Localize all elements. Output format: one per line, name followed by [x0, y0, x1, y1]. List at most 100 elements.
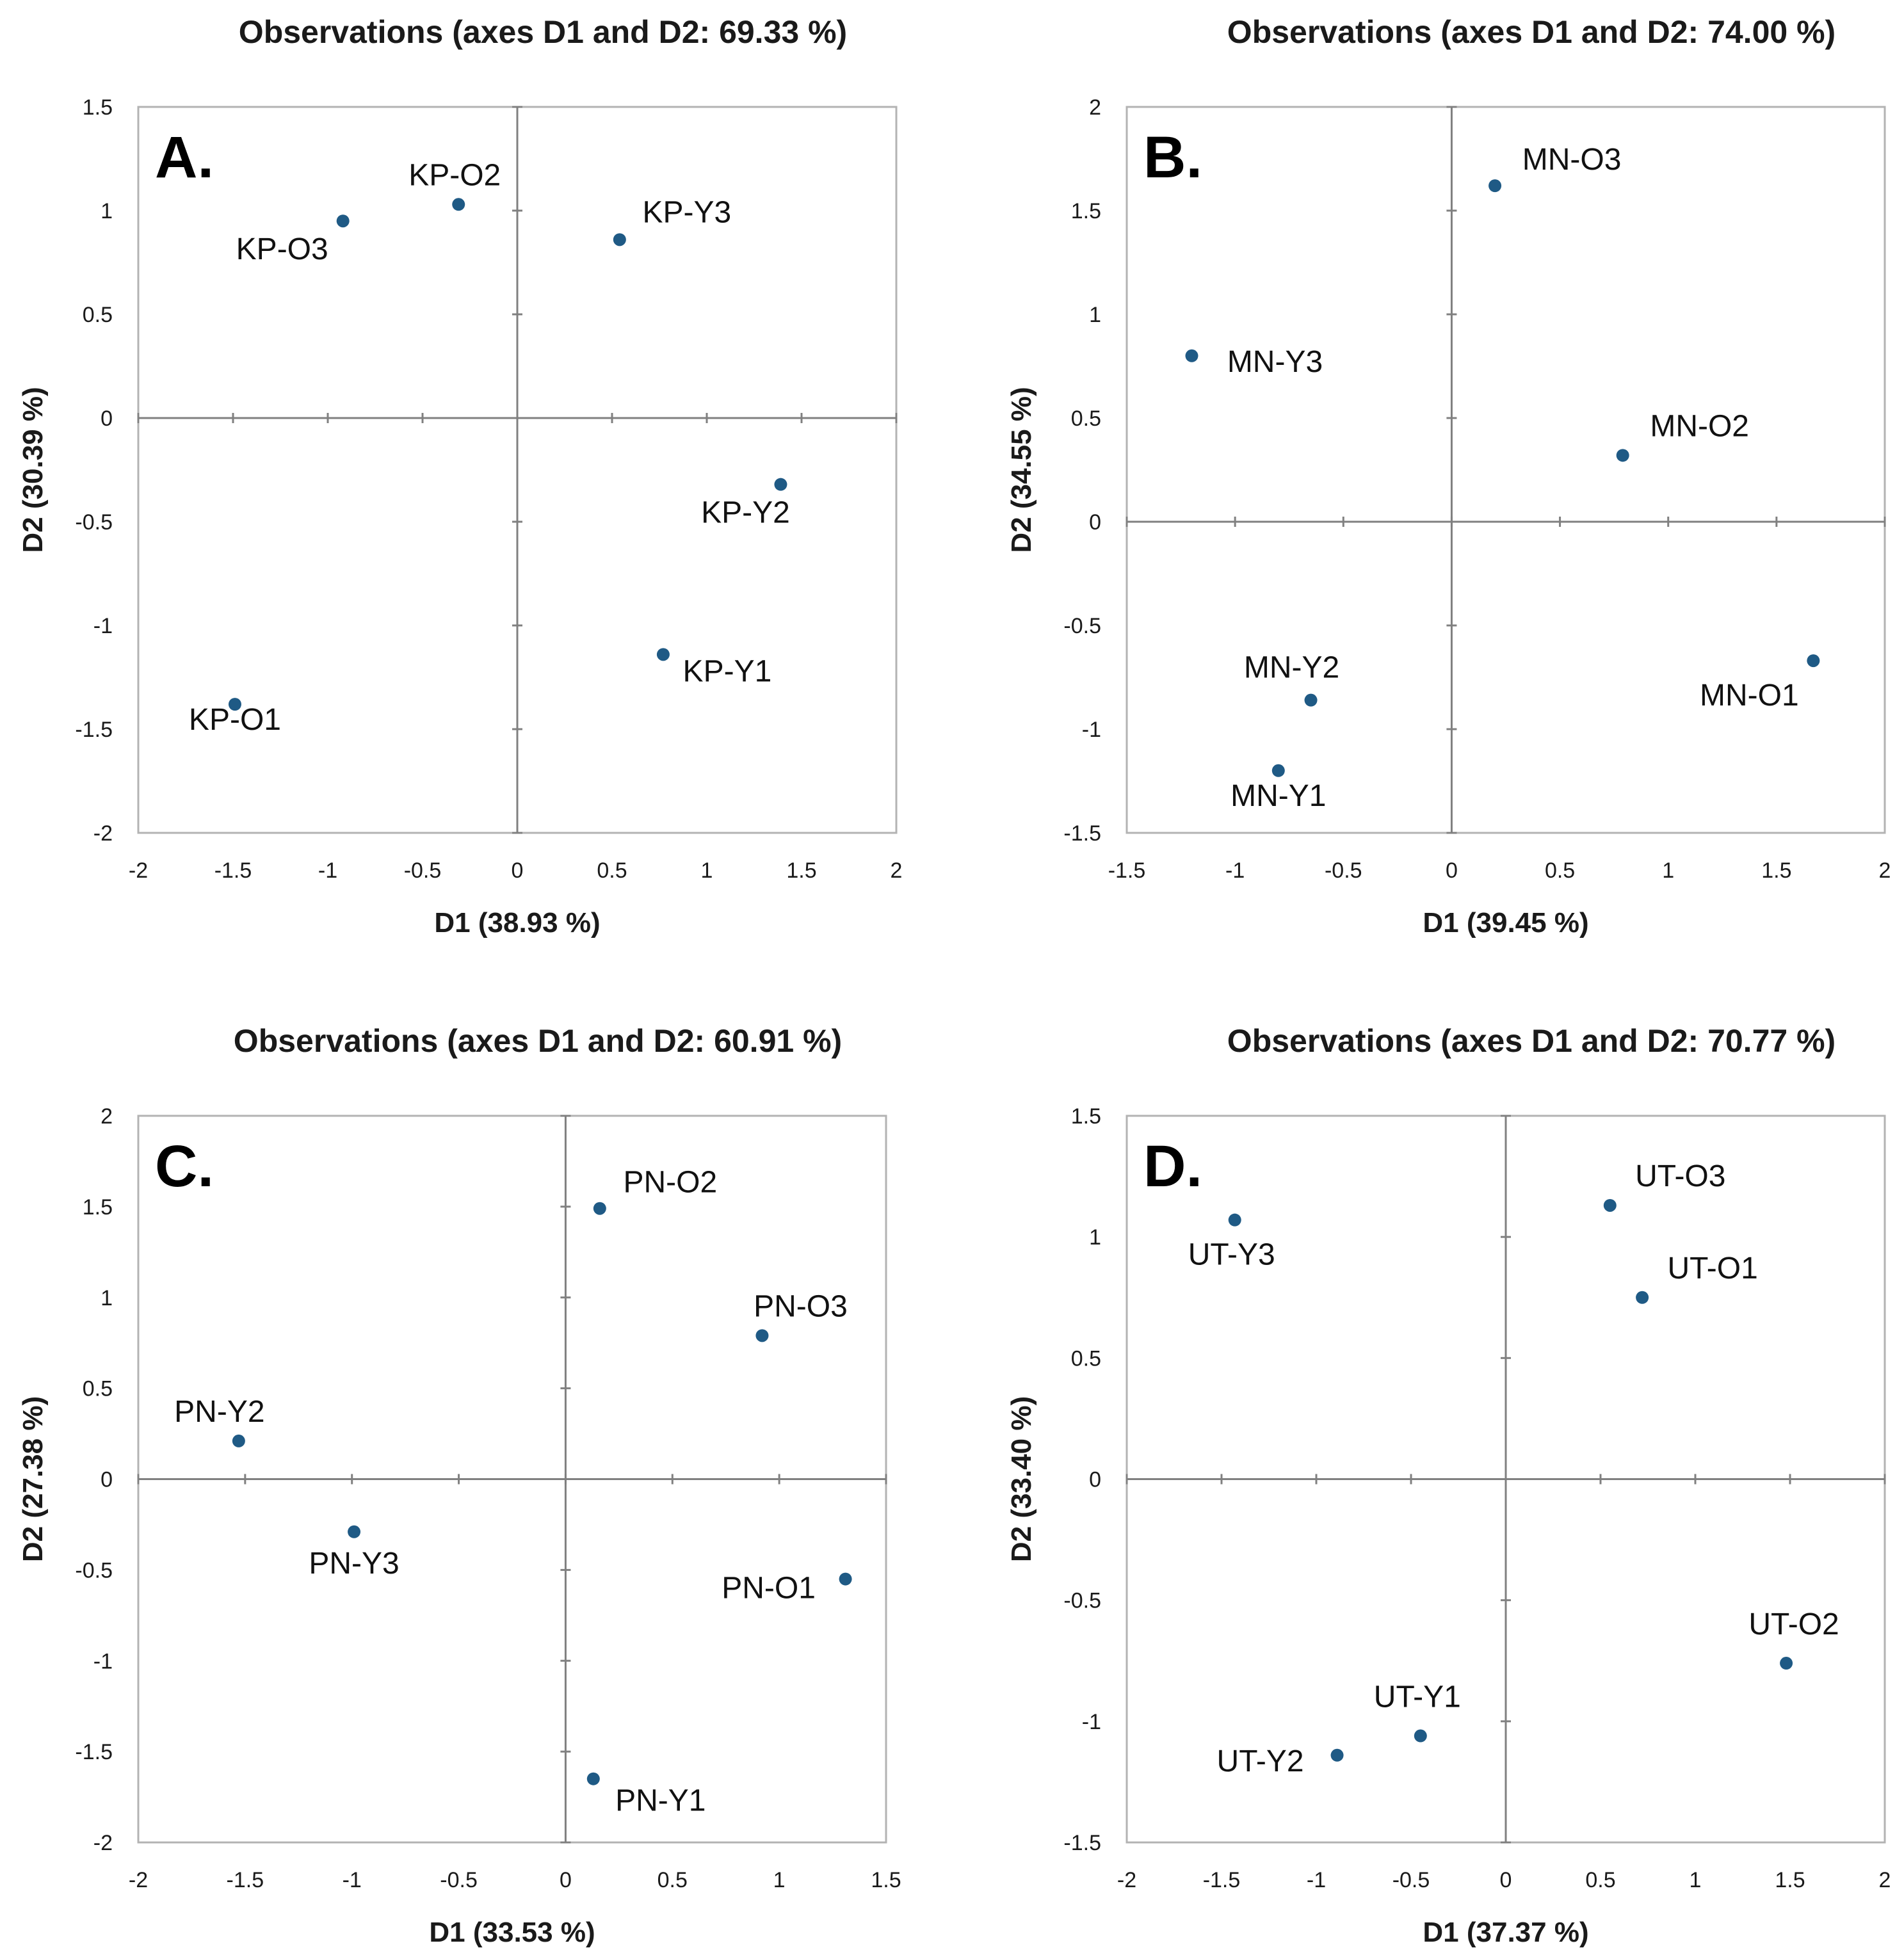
data-point: [348, 1525, 361, 1538]
data-point-label: MN-O1: [1700, 679, 1799, 713]
data-point-label: UT-O1: [1667, 1252, 1757, 1285]
data-point: [228, 698, 241, 711]
data-point-label: PN-O1: [722, 1572, 816, 1606]
x-tick-label: 1.5: [786, 858, 816, 883]
chart-title: Observations (axes D1 and D2: 60.91 %): [234, 1023, 842, 1059]
data-point-label: MN-O2: [1650, 409, 1749, 443]
data-point: [1185, 349, 1198, 362]
data-point-label: MN-Y2: [1244, 651, 1339, 685]
x-axis-title: D1 (38.93 %): [434, 907, 600, 938]
data-point: [1807, 654, 1820, 668]
data-point-label: UT-Y1: [1374, 1680, 1461, 1714]
data-point-label: UT-O2: [1748, 1607, 1839, 1641]
x-tick-label: -0.5: [1325, 858, 1362, 883]
y-tick-label: 2: [101, 1104, 113, 1129]
data-point: [452, 198, 465, 211]
x-axis-title: D1 (37.37 %): [1423, 1917, 1588, 1948]
x-tick-label: 1: [701, 858, 713, 883]
y-tick-label: -1: [1082, 718, 1101, 742]
y-tick-label: -2: [93, 821, 113, 846]
plot-frame: [1125, 106, 1886, 834]
data-point: [336, 214, 350, 228]
data-point-label: MN-Y1: [1230, 779, 1326, 813]
chart-panel-1: -2 -1.5 -1 -0.5 0 0.5 1 1.5 2 -2 -1.5 -1 -0.5 0 0.5 1 1.…: [17, 14, 902, 938]
y-axis-title: D2 (27.38 %): [17, 1396, 49, 1562]
data-point-label: PN-O3: [754, 1289, 848, 1323]
x-tick-label: -0.5: [1392, 1868, 1430, 1892]
y-axis-title: D2 (30.39 %): [17, 387, 49, 552]
y-tick-label: -1: [93, 614, 113, 638]
x-tick-label: -1: [1307, 1868, 1326, 1892]
y-tick-label: -0.5: [1063, 1589, 1101, 1613]
data-point-label: KP-O2: [408, 158, 501, 192]
data-point: [656, 648, 670, 661]
data-point-label: PN-Y3: [309, 1547, 399, 1581]
y-tick-label: 0: [1089, 1468, 1101, 1492]
data-point: [1414, 1729, 1427, 1743]
y-tick-label: 2: [1089, 95, 1101, 120]
data-point: [586, 1772, 600, 1785]
y-tick-label: -0.5: [75, 510, 113, 535]
x-tick-label: 1: [1662, 858, 1674, 883]
panel-letter: A.: [155, 125, 214, 190]
data-point-label: MN-O3: [1522, 143, 1622, 177]
x-tick-label: 0: [1500, 1868, 1512, 1892]
panel-letter: D.: [1143, 1134, 1202, 1199]
data-point: [1489, 179, 1502, 193]
x-axis-title: D1 (39.45 %): [1423, 907, 1588, 938]
x-tick-label: 1.5: [1775, 1868, 1805, 1892]
x-tick-label: 1.5: [1761, 858, 1791, 883]
x-tick-label: 0.5: [658, 1868, 688, 1892]
data-point-label: PN-Y2: [174, 1395, 264, 1429]
y-tick-label: -1.5: [75, 1740, 113, 1764]
x-tick-label: -1: [343, 1868, 362, 1892]
data-point-label: KP-Y3: [642, 195, 731, 229]
data-point-label: KP-O3: [236, 232, 328, 266]
x-axis-title: D1 (33.53 %): [429, 1917, 595, 1948]
x-tick-label: 0.5: [1545, 858, 1575, 883]
y-tick-label: 0: [101, 1468, 113, 1492]
data-point: [593, 1202, 606, 1215]
data-point: [1330, 1748, 1344, 1762]
data-point: [1603, 1198, 1617, 1212]
x-tick-label: 0: [560, 1868, 572, 1892]
chart-title: Observations (axes D1 and D2: 70.77 %): [1227, 1023, 1835, 1059]
y-axis-title: D2 (34.55 %): [1006, 387, 1037, 552]
y-tick-label: 1.5: [1071, 1104, 1101, 1129]
y-tick-label: 0: [101, 407, 113, 431]
x-tick-label: 2: [891, 858, 903, 883]
x-tick-label: 0.5: [1585, 1868, 1615, 1892]
data-point-label: UT-Y3: [1188, 1238, 1275, 1272]
y-tick-label: 1.5: [1071, 199, 1101, 223]
data-point: [774, 478, 787, 491]
y-tick-label: 1: [101, 1286, 113, 1310]
y-tick-label: 1.5: [83, 1195, 113, 1220]
data-point: [1636, 1291, 1649, 1304]
x-tick-label: 0: [512, 858, 524, 883]
data-point: [1228, 1213, 1241, 1227]
x-tick-label: -0.5: [440, 1868, 478, 1892]
x-tick-label: 2: [1879, 1868, 1891, 1892]
y-tick-label: 0.5: [1071, 407, 1101, 431]
y-tick-label: 1: [1089, 303, 1101, 327]
data-point-label: PN-Y1: [615, 1784, 706, 1818]
y-tick-label: -1.5: [1063, 821, 1101, 846]
data-point: [1780, 1657, 1793, 1670]
y-tick-label: -1: [1082, 1710, 1101, 1734]
data-point: [839, 1572, 852, 1586]
data-point: [1271, 764, 1285, 777]
chart-title: Observations (axes D1 and D2: 74.00 %): [1227, 14, 1835, 50]
data-point: [232, 1434, 245, 1447]
x-tick-label: -1: [318, 858, 337, 883]
x-tick-label: -2: [129, 1868, 148, 1892]
y-tick-label: -1.5: [1063, 1831, 1101, 1855]
x-tick-label: -1.5: [1203, 1868, 1241, 1892]
y-tick-label: 0.5: [83, 1377, 113, 1401]
data-point-label: UT-Y2: [1217, 1744, 1304, 1778]
panel-letter: C.: [155, 1134, 214, 1199]
x-tick-label: -1: [1225, 858, 1245, 883]
data-point-label: UT-O3: [1635, 1159, 1725, 1193]
x-tick-label: -1.5: [227, 1868, 264, 1892]
data-point: [1616, 449, 1629, 462]
